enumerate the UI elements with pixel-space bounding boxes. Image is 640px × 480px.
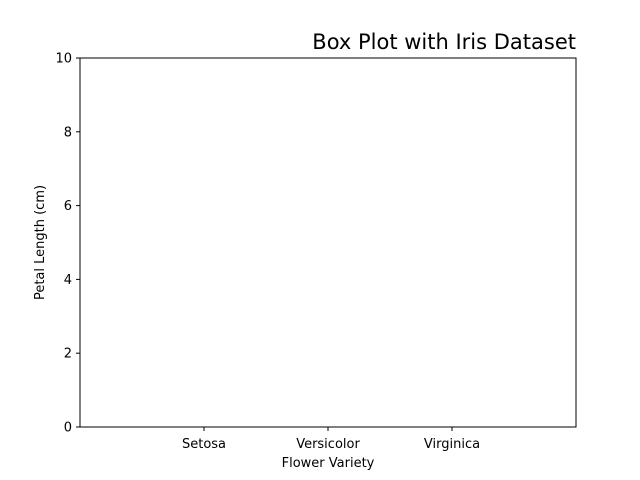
x-tick-label-setosa: Setosa [182,437,226,452]
y-tick-label: 0 [64,421,72,436]
x-tick-label-versicolor: Versicolor [296,437,360,452]
y-tick-label: 8 [64,125,72,140]
y-tick-label: 2 [64,347,72,362]
chart-title: Box Plot with Iris Dataset [312,30,576,54]
y-tick-label: 6 [64,199,72,214]
x-axis: Setosa Versicolor Virginica [182,427,480,452]
y-tick-label: 4 [64,273,72,288]
x-tick-label-virginica: Virginica [424,437,480,452]
y-axis-label: Petal Length (cm) [33,185,48,300]
x-axis-label: Flower Variety [282,456,375,471]
plot-area [79,57,577,428]
y-axis: 0 2 4 6 8 10 [55,52,80,436]
y-tick-label: 10 [55,52,72,67]
plot-frame [79,57,577,428]
